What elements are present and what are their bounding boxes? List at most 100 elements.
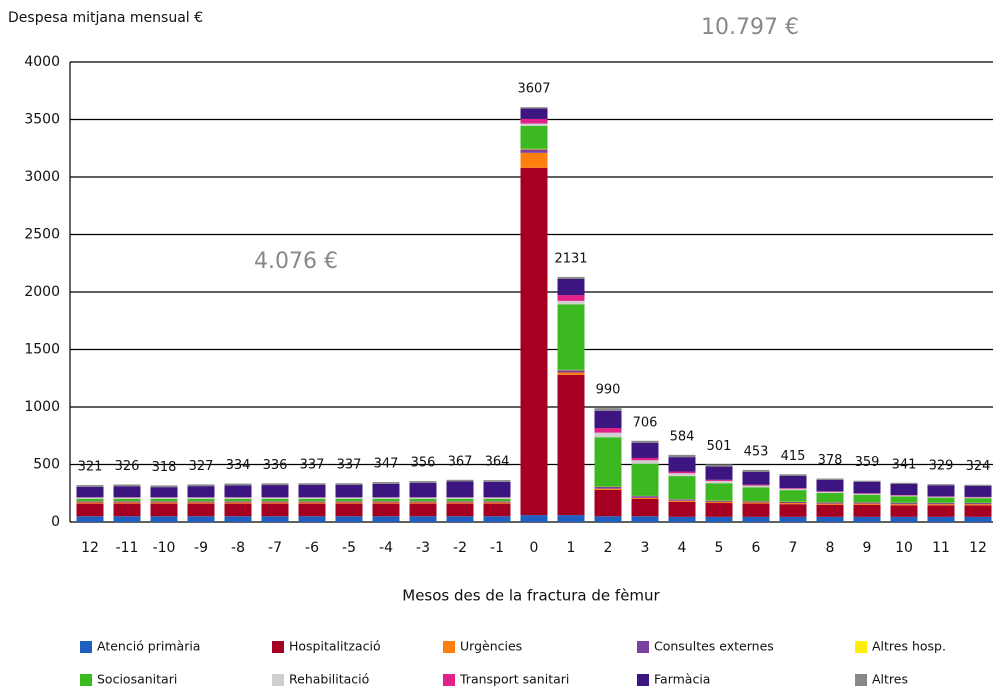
bar-segment [631, 516, 659, 522]
bar-segment [964, 505, 992, 517]
bar-segment [113, 498, 141, 502]
bar-segment [816, 478, 844, 480]
legend-swatch [637, 674, 649, 686]
bar-segment [816, 504, 844, 517]
bar-segment [890, 483, 918, 496]
total-label: 347 [374, 457, 399, 472]
bar-segment [557, 372, 585, 375]
bar-segment [298, 498, 326, 502]
bar-segment [964, 498, 992, 503]
bar-segment [298, 516, 326, 522]
bar-segment [705, 516, 733, 522]
x-tick-label: -10 [153, 540, 176, 556]
total-label: 453 [744, 444, 769, 459]
bar-segment [594, 489, 622, 517]
bar-segment [224, 498, 252, 502]
legend-swatch [80, 641, 92, 653]
bar-segment [964, 504, 992, 506]
total-label: 501 [707, 439, 732, 454]
bar-segment [631, 460, 659, 464]
bar-segment [557, 276, 585, 280]
bar-segment [964, 484, 992, 486]
total-label: 359 [855, 455, 880, 470]
bar-segment [187, 502, 215, 504]
bar-segment [372, 503, 400, 517]
bar-segment [742, 484, 770, 486]
bar-segment [187, 503, 215, 517]
bar-segment [557, 374, 585, 516]
bar-segment [76, 485, 104, 487]
x-tick-label: 6 [752, 540, 761, 556]
x-tick-label: -2 [453, 540, 467, 556]
bar-segment [742, 516, 770, 522]
x-tick-label: 12 [969, 540, 987, 556]
bar-segment [668, 476, 696, 500]
bar-segment [372, 501, 400, 503]
bar-segment [557, 515, 585, 522]
total-label: 318 [152, 460, 177, 475]
bar-segment [816, 491, 844, 492]
bar-segment [705, 464, 733, 467]
total-label: 2131 [554, 251, 587, 266]
x-tick-label: -8 [231, 540, 245, 556]
legend-swatch [443, 641, 455, 653]
bar-segment [261, 498, 289, 502]
x-tick-label: 4 [678, 540, 687, 556]
y-tick-label: 4000 [24, 54, 60, 70]
bar-segment [224, 497, 252, 499]
legend-swatch [272, 674, 284, 686]
bar-segment [853, 503, 881, 505]
bar-segment [853, 516, 881, 522]
x-tick-label: 11 [932, 540, 950, 556]
bar-segment [705, 479, 733, 481]
bar-segment [520, 515, 548, 522]
bar-segment [335, 516, 363, 522]
y-tick-label: 2000 [24, 284, 60, 300]
bar-segment [964, 497, 992, 499]
bar-segment [890, 505, 918, 517]
bar-segment [409, 502, 437, 504]
bar-segment [779, 474, 807, 476]
bar-segment [187, 497, 215, 499]
bar-segment [520, 107, 548, 109]
bar-segment [76, 516, 104, 522]
total-label: 378 [818, 453, 843, 468]
legend-swatch [272, 641, 284, 653]
bar-segment [816, 493, 844, 503]
bar-segment [520, 123, 548, 126]
bar-segment [372, 498, 400, 502]
total-label: 336 [263, 458, 288, 473]
y-tick-label: 500 [33, 457, 60, 473]
bar-segment [150, 503, 178, 517]
y-tick-label: 0 [51, 514, 60, 530]
bar-segment [298, 497, 326, 499]
x-tick-label: 5 [715, 540, 724, 556]
bar-segment [631, 440, 659, 443]
bar-segment [446, 501, 474, 503]
bar-segment [224, 501, 252, 503]
bar-segment [890, 482, 918, 484]
bar-segment [594, 408, 622, 411]
bar-segment [446, 479, 474, 482]
bar-segment [335, 501, 363, 503]
bar-segment [335, 484, 363, 498]
bar-segment [557, 370, 585, 373]
bar-segment [446, 503, 474, 517]
bar-segment [853, 480, 881, 482]
total-label: 706 [633, 415, 658, 430]
bar-segment [224, 503, 252, 517]
bar-segment [483, 497, 511, 499]
bar-segment [853, 493, 881, 494]
x-tick-label: 1 [567, 540, 576, 556]
bar-segment [409, 501, 437, 503]
bar-segment [557, 300, 585, 305]
bar-segment [705, 483, 733, 501]
bar-segment [224, 483, 252, 486]
bar-segment [483, 502, 511, 504]
bar-segment [224, 502, 252, 504]
x-tick-label: 8 [826, 540, 835, 556]
bar-segment [779, 516, 807, 522]
bar-segment [927, 484, 955, 486]
total-label: 415 [781, 449, 806, 464]
